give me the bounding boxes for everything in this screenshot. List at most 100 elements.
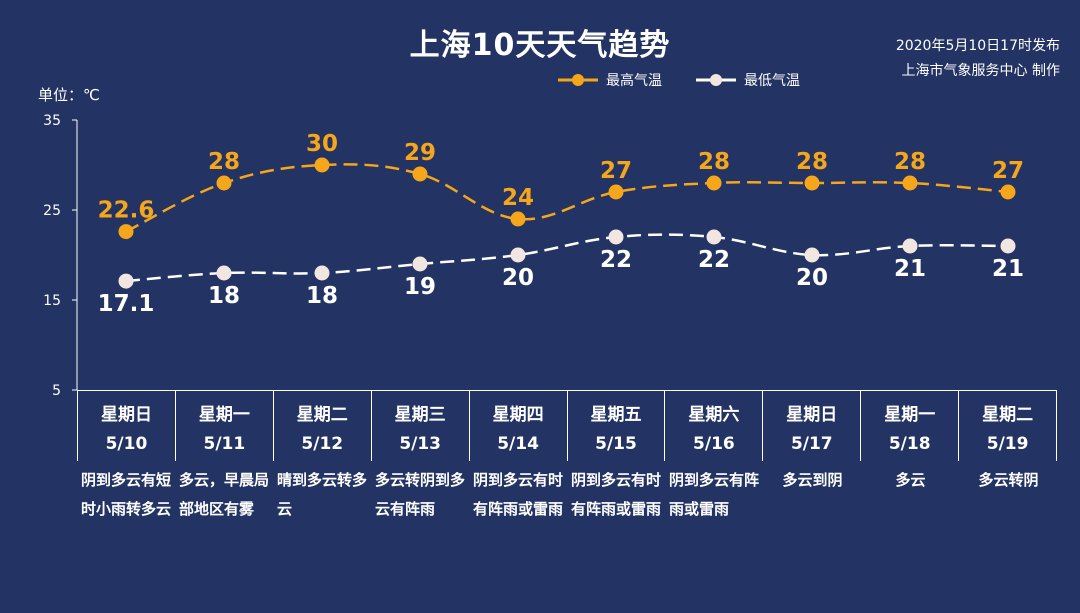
series-high-point <box>902 175 918 191</box>
date-label: 5/11 <box>203 434 246 454</box>
legend-low-label: 最低气温 <box>744 73 800 89</box>
day-column: 星期日 5/10 <box>77 391 176 461</box>
series-high-data-label: 27 <box>992 158 1024 184</box>
series-high-data-label: 28 <box>698 149 730 175</box>
weekday-label: 星期三 <box>394 405 446 425</box>
legend: 最高气温 最低气温 <box>558 70 800 90</box>
series-high-data-label: 30 <box>306 131 338 157</box>
series-low-line <box>125 233 1009 283</box>
date-label: 5/17 <box>790 434 833 454</box>
day-column: 星期五 5/15 <box>568 391 666 461</box>
weather-description: 阴到多云有短时小雨转多云 <box>81 471 172 518</box>
series-high-point <box>314 157 330 173</box>
day-headers: 星期日 5/10 星期一 5/11 星期二 5/12 星期三 5/13 星期四 5/14 星期五 5/… <box>77 390 1058 461</box>
y-tick-label: 35 <box>43 113 61 129</box>
date-label: 5/13 <box>399 434 442 454</box>
series-high-point <box>804 175 820 191</box>
series-high-point <box>510 211 526 227</box>
series-high-data-label: 24 <box>502 185 534 211</box>
day-column: 星期一 5/18 <box>861 391 960 461</box>
series-high-data-label: 28 <box>894 149 926 175</box>
date-label: 5/15 <box>595 434 637 454</box>
weather-description: 多云到阴 <box>782 471 843 489</box>
date-label: 5/10 <box>105 434 148 454</box>
weather-description: 多云 <box>895 471 926 489</box>
weekday-label: 星期五 <box>590 405 642 425</box>
series-high-point <box>412 166 428 182</box>
weekday-label: 星期二 <box>982 405 1034 425</box>
series-low-data-label: 18 <box>208 283 240 309</box>
weather-description: 多云，早晨局部地区有雾 <box>179 471 270 518</box>
series-low-point <box>510 247 526 263</box>
weekday-label: 星期日 <box>786 405 838 425</box>
legend-high-marker-icon <box>558 74 598 86</box>
legend-item-low: 最低气温 <box>696 70 800 90</box>
weather-descriptions: 阴到多云有短时小雨转多云 多云，早晨局部地区有雾 晴到多云转多云 多云转阴到多云有阵雨… <box>77 466 1057 524</box>
series-high-data-label: 29 <box>404 140 436 166</box>
series-high-point <box>706 175 722 191</box>
series-low-point <box>706 229 722 245</box>
legend-item-high: 最高气温 <box>558 70 662 90</box>
temperature-chart: 5 15 25 35 22.6 28 30 29 24 27 28 28 28 27 17.1 18 18 19 2… <box>43 113 1024 399</box>
weather-description: 多云转阴 <box>978 471 1039 489</box>
series-low-data-label: 22 <box>698 247 730 273</box>
series-high-point <box>118 224 134 240</box>
day-column: 星期四 5/14 <box>470 391 568 461</box>
weekday-label: 星期日 <box>100 405 152 425</box>
series-low-point <box>608 229 624 245</box>
day-column: 星期二 5/12 <box>274 391 372 461</box>
series-low-point <box>902 238 918 254</box>
series-low-data-label: 17.1 <box>98 291 155 317</box>
day-column: 星期三 5/13 <box>372 391 470 461</box>
day-column: 星期二 5/19 <box>959 391 1058 461</box>
chart-title: 上海10天天气趋势 <box>409 28 671 63</box>
legend-low-marker-icon <box>696 74 736 86</box>
weekday-label: 星期六 <box>688 405 740 425</box>
day-column: 星期日 5/17 <box>763 391 862 461</box>
series-low-point <box>1000 238 1016 254</box>
series-low-point <box>314 265 330 281</box>
publish-time: 2020年5月10日17时发布 <box>895 38 1060 54</box>
day-column: 星期一 5/11 <box>176 391 274 461</box>
y-tick-label: 5 <box>52 383 61 399</box>
weekday-label: 星期一 <box>198 405 250 425</box>
series-high-data-label: 22.6 <box>98 198 155 224</box>
series-high-data-label: 28 <box>796 149 828 175</box>
series-high-point <box>216 175 232 191</box>
series-high-data-label: 28 <box>208 149 240 175</box>
series-low-data-label: 21 <box>992 256 1024 282</box>
series-low-point <box>804 247 820 263</box>
series-low-data-label: 19 <box>404 274 436 300</box>
weather-description: 阴到多云有阵雨或雷雨 <box>669 471 760 518</box>
series-low-point <box>216 265 232 281</box>
publisher: 上海市气象服务中心 制作 <box>901 63 1060 79</box>
weather-description: 阴到多云有时有阵雨或雷雨 <box>571 471 662 518</box>
date-label: 5/14 <box>497 434 539 454</box>
series-low-data-label: 22 <box>600 247 632 273</box>
date-label: 5/12 <box>301 434 344 454</box>
weekday-label: 星期四 <box>492 405 544 425</box>
series-low-data-label: 21 <box>894 256 926 282</box>
weekday-label: 星期二 <box>296 405 348 425</box>
series-low-data-label: 20 <box>502 265 534 291</box>
unit-label: 单位：℃ <box>38 86 100 104</box>
legend-high-label: 最高气温 <box>606 73 662 89</box>
weekday-label: 星期一 <box>884 405 936 425</box>
y-tick-label: 15 <box>43 293 61 309</box>
series-low-point <box>412 256 428 272</box>
date-label: 5/19 <box>986 434 1029 454</box>
weather-description: 多云转阴到多云有阵雨 <box>375 471 466 518</box>
series-high-data-label: 27 <box>600 158 632 184</box>
date-label: 5/18 <box>888 434 931 454</box>
series-low-point <box>118 273 134 289</box>
series-high-line <box>125 163 1009 233</box>
date-label: 5/16 <box>693 434 735 454</box>
series-low-data-label: 20 <box>796 265 828 291</box>
series-low-data-label: 18 <box>306 283 338 309</box>
weather-description: 晴到多云转多云 <box>277 471 368 518</box>
series-high-point <box>1000 184 1016 200</box>
day-column: 星期六 5/16 <box>665 391 764 461</box>
y-tick-label: 25 <box>43 203 61 219</box>
weather-description: 阴到多云有时有阵雨或雷雨 <box>473 471 564 518</box>
series-high-point <box>608 184 624 200</box>
